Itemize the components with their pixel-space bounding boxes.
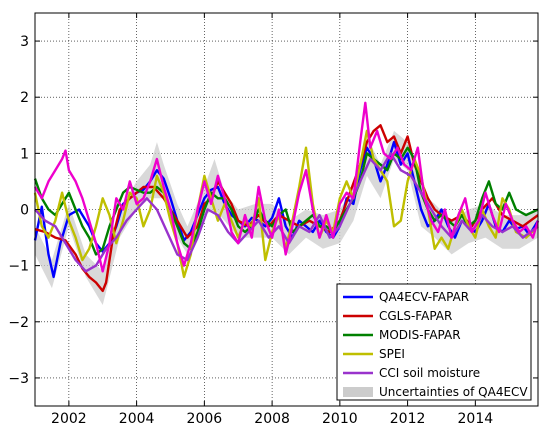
legend-label: SPEI — [379, 347, 405, 361]
legend-box — [336, 283, 532, 401]
y-tick-label: 1 — [20, 146, 29, 162]
x-tick-label: 2004 — [119, 411, 155, 427]
x-tick-label: 2002 — [51, 411, 87, 427]
x-axis: 2002 2004 2006 2008 2010 2012 2014 — [51, 13, 493, 427]
legend-label: CCI soil moisture — [379, 366, 480, 380]
legend-swatch — [343, 387, 373, 397]
y-tick-label: −3 — [8, 371, 29, 387]
legend-label: CGLS-FAPAR — [379, 309, 452, 323]
y-tick-label: 2 — [20, 90, 29, 106]
legend-label: MODIS-FAPAR — [379, 328, 461, 342]
y-tick-label: −1 — [8, 259, 29, 275]
legend-label: Uncertainties of QA4ECV — [379, 385, 528, 399]
series-line-cci-soil-moisture — [34, 152, 539, 273]
x-tick-label: 2010 — [322, 411, 358, 427]
x-tick-label: 2008 — [254, 411, 290, 427]
x-tick-label: 2012 — [390, 411, 426, 427]
series-lines — [33, 101, 540, 293]
y-axis: 3 2 1 0 −1 −2 −3 — [8, 34, 538, 387]
y-tick-label: 3 — [20, 34, 29, 50]
series-line-unlabeled — [33, 101, 540, 273]
series-line-cgls-fapar — [34, 124, 539, 293]
x-tick-label: 2014 — [458, 411, 494, 427]
legend: QA4ECV-FAPAR CGLS-FAPAR MODIS-FAPAR SPEI CCI… — [336, 283, 532, 401]
y-tick-label: 0 — [20, 203, 29, 219]
legend-label: QA4ECV-FAPAR — [379, 290, 469, 304]
y-tick-label: −2 — [8, 315, 29, 331]
x-tick-label: 2006 — [187, 411, 223, 427]
